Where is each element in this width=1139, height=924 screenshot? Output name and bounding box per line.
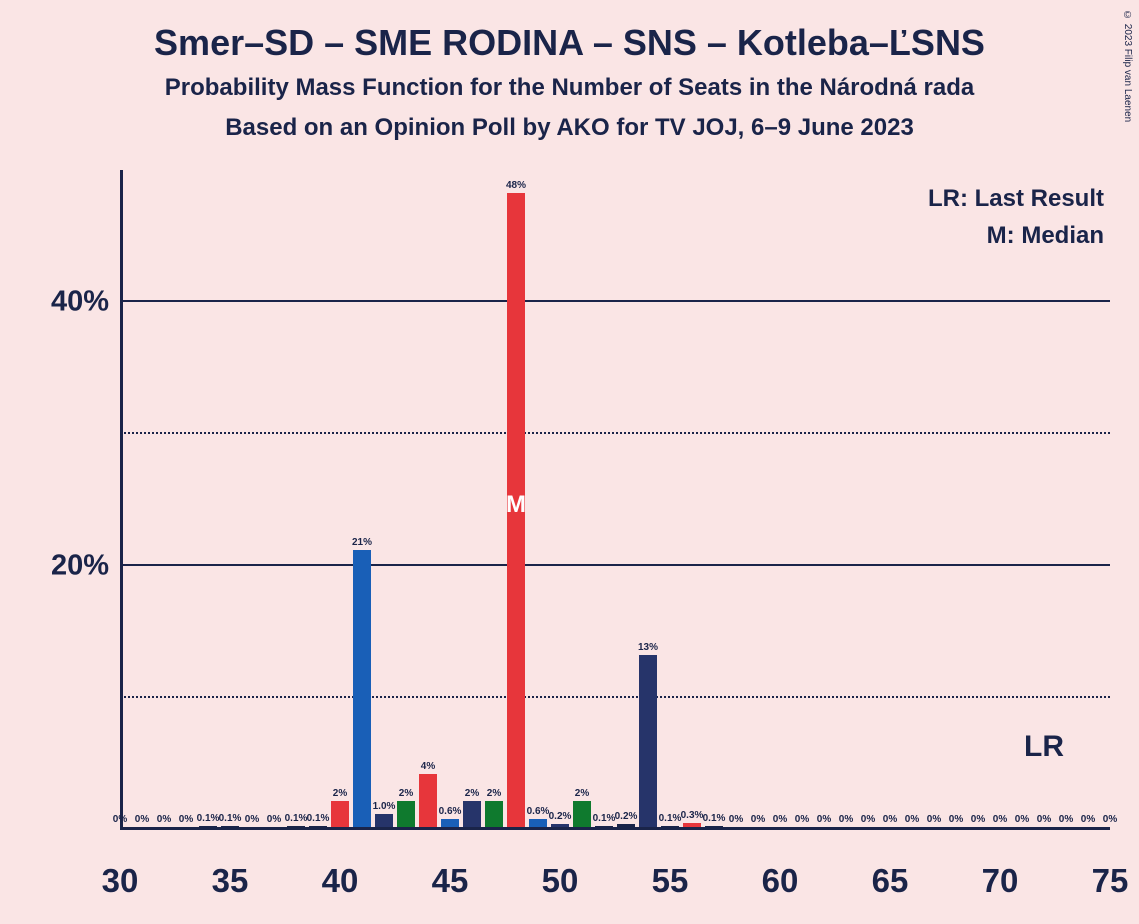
bar xyxy=(331,801,349,827)
bar-value-label: 2% xyxy=(575,788,589,799)
copyright-text: © 2023 Filip van Laenen xyxy=(1122,10,1133,122)
bar xyxy=(705,826,723,827)
bar xyxy=(551,824,569,827)
x-tick-label: 45 xyxy=(432,862,469,900)
bar xyxy=(595,826,613,827)
bar-value-label: 0% xyxy=(751,814,765,825)
x-tick-label: 50 xyxy=(542,862,579,900)
y-tick-label: 40% xyxy=(9,286,109,319)
bar-value-label: 0% xyxy=(773,814,787,825)
bar-value-label: 0% xyxy=(1037,814,1051,825)
bar-value-label: 2% xyxy=(399,788,413,799)
bar-value-label: 0% xyxy=(179,814,193,825)
chart-plot-area: 0%0%0%0%0.1%0.1%0%0%0.1%0.1%2%21%1.0%2%4… xyxy=(120,170,1110,830)
bar-value-label: 0% xyxy=(1081,814,1095,825)
bar-value-label: 0% xyxy=(267,814,281,825)
bar-value-label: 0% xyxy=(971,814,985,825)
bar xyxy=(463,801,481,827)
bar-value-label: 0% xyxy=(839,814,853,825)
bar xyxy=(573,801,591,827)
bar-value-label: 0% xyxy=(795,814,809,825)
bar-value-label: 0% xyxy=(1103,814,1117,825)
legend-median: M: Median xyxy=(987,222,1104,250)
x-tick-label: 65 xyxy=(872,862,909,900)
bar-value-label: 0.1% xyxy=(659,813,682,824)
x-tick-label: 75 xyxy=(1092,862,1129,900)
bar xyxy=(199,826,217,827)
y-tick-label: 20% xyxy=(9,550,109,583)
bar-value-label: 0% xyxy=(861,814,875,825)
bar-value-label: 0% xyxy=(113,814,127,825)
bar-value-label: 0% xyxy=(1015,814,1029,825)
bar-value-label: 0% xyxy=(905,814,919,825)
x-tick-label: 55 xyxy=(652,862,689,900)
bar-value-label: 0% xyxy=(927,814,941,825)
bar-value-label: 0% xyxy=(135,814,149,825)
last-result-marker: LR xyxy=(1024,730,1064,764)
bar-value-label: 0% xyxy=(817,814,831,825)
gridline-solid xyxy=(120,564,1110,566)
bar-value-label: 0.1% xyxy=(285,813,308,824)
bar-value-label: 0.1% xyxy=(197,813,220,824)
bar-value-label: 0.1% xyxy=(703,813,726,824)
bar-value-label: 13% xyxy=(638,642,658,653)
x-tick-label: 70 xyxy=(982,862,1019,900)
x-tick-label: 35 xyxy=(212,862,249,900)
gridline-solid xyxy=(120,300,1110,302)
gridline-dotted xyxy=(120,432,1110,434)
bar xyxy=(309,826,327,827)
x-tick-label: 40 xyxy=(322,862,359,900)
x-axis xyxy=(120,827,1110,830)
bar-value-label: 0% xyxy=(883,814,897,825)
bar xyxy=(683,823,701,827)
bar-value-label: 0% xyxy=(949,814,963,825)
bar xyxy=(661,826,679,827)
bar xyxy=(397,801,415,827)
bar-value-label: 0.1% xyxy=(307,813,330,824)
chart-subtitle-2: Based on an Opinion Poll by AKO for TV J… xyxy=(0,114,1139,142)
bar-value-label: 0.6% xyxy=(439,806,462,817)
bar xyxy=(221,826,239,827)
y-axis xyxy=(120,170,123,830)
bar xyxy=(617,824,635,827)
chart-subtitle-1: Probability Mass Function for the Number… xyxy=(0,74,1139,102)
bar xyxy=(639,655,657,827)
x-tick-label: 60 xyxy=(762,862,799,900)
bar-value-label: 2% xyxy=(333,788,347,799)
x-tick-label: 30 xyxy=(102,862,139,900)
bar xyxy=(353,550,371,827)
bar-value-label: 0% xyxy=(1059,814,1073,825)
median-marker: M xyxy=(506,491,526,519)
bar-value-label: 0.6% xyxy=(527,806,550,817)
bar-value-label: 21% xyxy=(352,537,372,548)
bar xyxy=(529,819,547,827)
bar-value-label: 0.1% xyxy=(593,813,616,824)
legend-last-result: LR: Last Result xyxy=(928,185,1104,213)
bar-value-label: 0% xyxy=(993,814,1007,825)
chart-title: Smer–SD – SME RODINA – SNS – Kotleba–ĽSN… xyxy=(0,0,1139,64)
bar-value-label: 0% xyxy=(729,814,743,825)
bar-value-label: 0% xyxy=(245,814,259,825)
bar xyxy=(287,826,305,827)
bar xyxy=(485,801,503,827)
bar-value-label: 1.0% xyxy=(373,801,396,812)
bar-value-label: 2% xyxy=(487,788,501,799)
bar-value-label: 0.2% xyxy=(549,811,572,822)
bar xyxy=(441,819,459,827)
bar-value-label: 0.2% xyxy=(615,811,638,822)
bar-value-label: 4% xyxy=(421,761,435,772)
bar-value-label: 0% xyxy=(157,814,171,825)
bar-value-label: 0.3% xyxy=(681,810,704,821)
bar-value-label: 2% xyxy=(465,788,479,799)
bar xyxy=(419,774,437,827)
bar-value-label: 0.1% xyxy=(219,813,242,824)
bar xyxy=(375,814,393,827)
bar-value-label: 48% xyxy=(506,180,526,191)
gridline-dotted xyxy=(120,696,1110,698)
